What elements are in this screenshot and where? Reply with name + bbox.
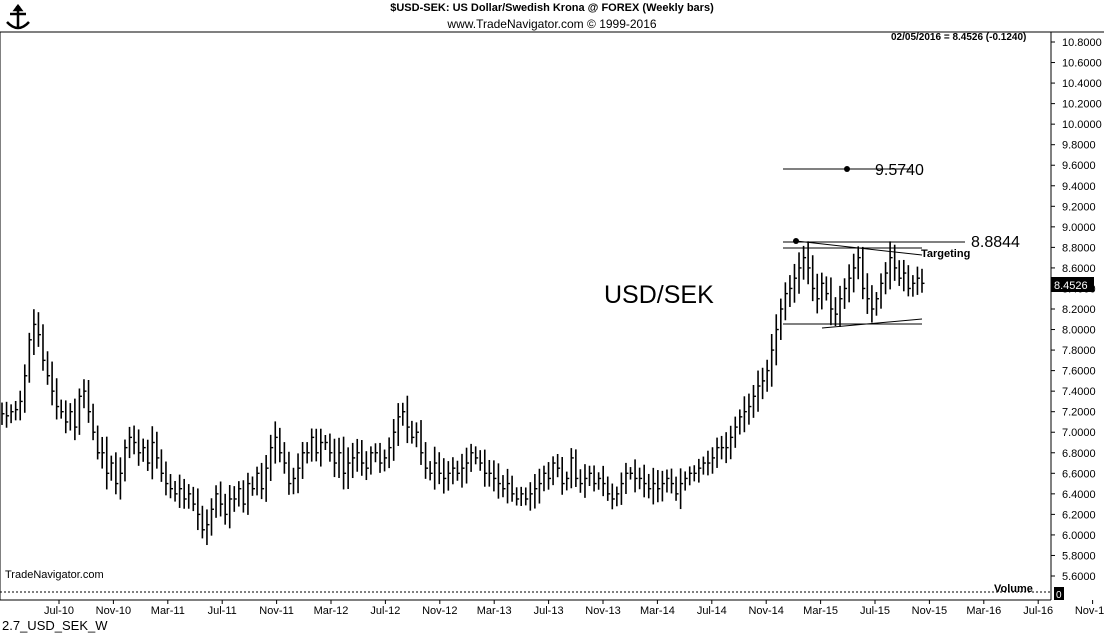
x-tick-label: Jul-12 (370, 605, 400, 617)
x-tick-label: Nov-16 (1075, 605, 1104, 617)
x-tick-label: Mar-14 (640, 605, 675, 617)
y-tick-label: 7.2000 (1062, 407, 1096, 419)
last-price-label: 8.4526 (1054, 280, 1088, 292)
y-tick-label: 9.4000 (1062, 181, 1096, 193)
file-name: 2.7_USD_SEK_W (2, 618, 108, 633)
x-tick-label: Jul-13 (534, 605, 564, 617)
x-tick-label: Nov-10 (96, 605, 131, 617)
y-tick-label: 6.2000 (1062, 509, 1096, 521)
last-quote-text: 02/05/2016 = 8.4526 (-0.1240) (891, 32, 1026, 43)
y-tick-label: 6.6000 (1062, 468, 1096, 480)
y-tick-label: 9.2000 (1062, 201, 1096, 213)
y-tick-label: 5.6000 (1062, 571, 1096, 583)
x-tick-label: Jul-14 (697, 605, 727, 617)
projection-dot (844, 166, 850, 172)
y-tick-label: 8.0000 (1062, 325, 1096, 337)
y-tick-label: 6.8000 (1062, 448, 1096, 460)
y-tick-label: 10.4000 (1062, 78, 1102, 90)
projection-target-label: 9.5740 (875, 162, 924, 179)
x-tick-label: Mar-12 (314, 605, 349, 617)
chart-header-title: $USD-SEK: US Dollar/Swedish Krona @ FORE… (390, 2, 714, 14)
y-tick-label: 10.6000 (1062, 58, 1102, 70)
x-tick-label: Jul-11 (208, 605, 237, 617)
tradenavigator-logo-icon (6, 4, 30, 30)
y-tick-label: 10.2000 (1062, 99, 1102, 111)
triangle-lower-line (821, 318, 923, 329)
y-tick-label: 10.8000 (1062, 37, 1102, 49)
y-tick-label: 7.0000 (1062, 427, 1096, 439)
y-axis: 5.6000 5.8000 6.0000 6.2000 6.4000 6.6000 6.80… (1051, 37, 1102, 583)
chart-title: USD/SEK (604, 281, 714, 309)
x-tick-label: Nov-14 (748, 605, 783, 617)
chart-header-subtitle: www.TradeNavigator.com © 1999-2016 (447, 17, 657, 31)
x-axis: Jul-10 Nov-10 Mar-11 Jul-11 Nov-11 Mar-12 Jul-… (44, 600, 1104, 617)
y-tick-label: 9.0000 (1062, 222, 1096, 234)
x-tick-label: Nov-15 (912, 605, 947, 617)
y-tick-label: 8.8000 (1062, 242, 1096, 254)
y-tick-label: 7.8000 (1062, 345, 1096, 357)
y-tick-label: 8.6000 (1062, 263, 1096, 275)
y-tick-label: 7.4000 (1062, 386, 1096, 398)
x-tick-label: Mar-11 (151, 605, 185, 617)
watermark: TradeNavigator.com (5, 569, 104, 581)
channel-high-label: 8.8844 (971, 234, 1020, 251)
targeting-label: Targeting (921, 248, 970, 260)
pattern-overlay: 9.5740 8.8844 Targeting USD/SEK 8.4526 0… (5, 32, 1094, 601)
x-tick-label: Jul-10 (44, 605, 74, 617)
x-tick-label: Nov-13 (585, 605, 620, 617)
y-tick-label: 10.0000 (1062, 119, 1102, 131)
x-tick-label: Mar-16 (966, 605, 1001, 617)
x-tick-label: Nov-12 (422, 605, 457, 617)
y-tick-label: 7.6000 (1062, 366, 1096, 378)
x-tick-label: Mar-13 (477, 605, 512, 617)
y-tick-label: 6.0000 (1062, 530, 1096, 542)
volume-label: Volume (994, 583, 1033, 595)
volume-value: 0 (1056, 590, 1062, 601)
x-tick-label: Jul-16 (1023, 605, 1053, 617)
x-tick-label: Jul-15 (860, 605, 890, 617)
y-tick-label: 9.6000 (1062, 160, 1096, 172)
x-tick-label: Nov-11 (259, 605, 294, 617)
y-tick-label: 9.8000 (1062, 140, 1096, 152)
volume-value-box (1054, 587, 1064, 600)
x-tick-label: Mar-15 (803, 605, 838, 617)
price-bars (1, 241, 925, 546)
y-tick-label: 5.8000 (1062, 550, 1096, 562)
y-tick-label: 6.4000 (1062, 489, 1096, 501)
y-tick-label: 8.2000 (1062, 304, 1096, 316)
last-price-box (1051, 277, 1094, 292)
